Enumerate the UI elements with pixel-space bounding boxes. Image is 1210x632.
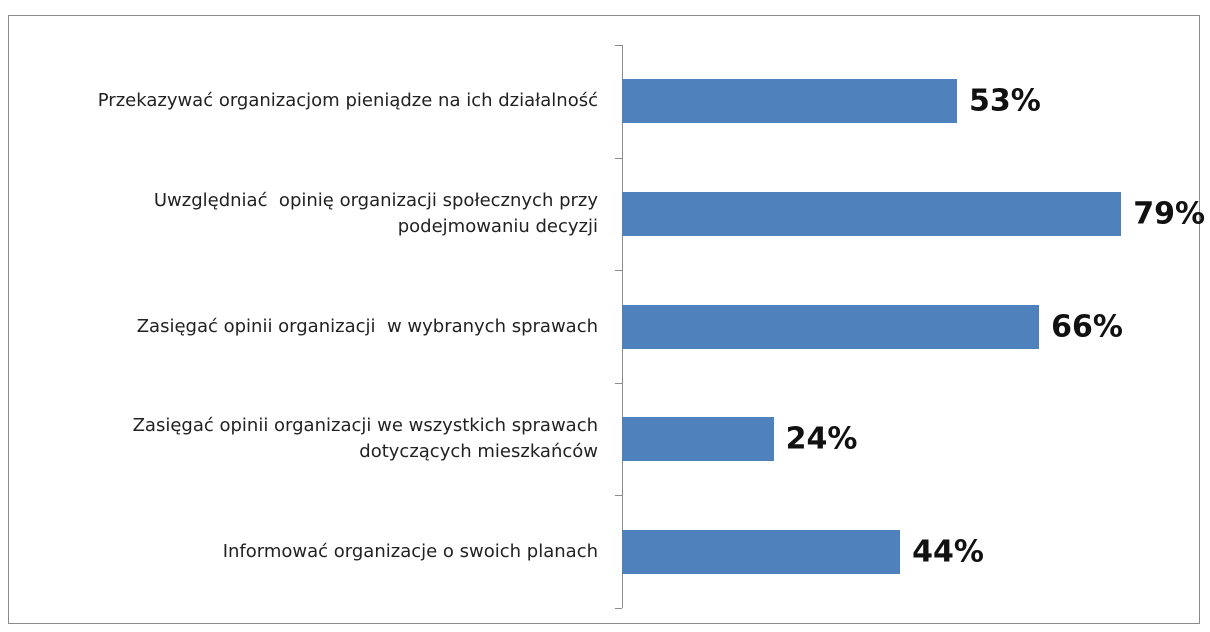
value-label: 44% — [912, 534, 984, 570]
category-label: Zasięgać opinii organizacji we wszystkic… — [132, 415, 598, 463]
axis-tick — [615, 382, 622, 384]
value-label: 53% — [968, 83, 1041, 119]
category-label: Przekazywać organizacjom pieniądze na ic… — [97, 90, 598, 112]
bar — [622, 304, 1040, 349]
axis-tick — [615, 157, 622, 159]
value-label: 66% — [1051, 309, 1123, 344]
bar — [622, 417, 774, 462]
bar — [622, 191, 1122, 236]
category-label: Uwzględniać opinię organizacji społeczny… — [153, 189, 598, 237]
axis-tick — [615, 45, 622, 46]
axis-tick — [615, 608, 622, 609]
bar — [622, 79, 957, 124]
category-label: Zasięgać opinii organizacji w wybranych … — [136, 315, 598, 337]
bar — [622, 529, 901, 574]
value-label: 79% — [1133, 196, 1206, 232]
category-label: Informować organizacje o swoich planach — [222, 540, 598, 562]
axis-tick — [615, 495, 622, 497]
axis-tick — [615, 270, 622, 272]
value-label: 24% — [785, 421, 858, 457]
chart-frame — [8, 15, 1200, 624]
